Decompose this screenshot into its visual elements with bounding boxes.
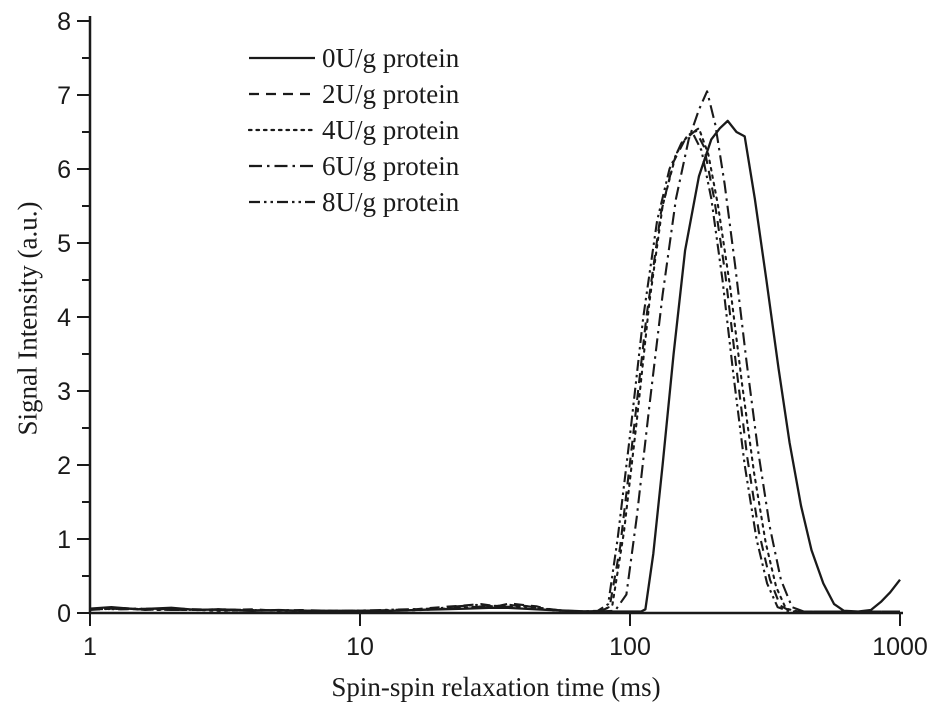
legend-line-sample-icon bbox=[248, 128, 316, 132]
y-axis-title: Signal Intensity (a.u.) bbox=[12, 201, 43, 436]
y-tick-label: 6 bbox=[57, 156, 71, 184]
legend-label: 4U/g protein bbox=[322, 114, 460, 145]
y-tick-label: 5 bbox=[57, 230, 71, 258]
legend-entry-1: 2U/g protein bbox=[248, 76, 459, 112]
y-tick-label: 7 bbox=[57, 82, 71, 110]
y-tick-label: 3 bbox=[57, 378, 71, 406]
y-tick-label: 1 bbox=[57, 526, 71, 554]
legend-line-sample-icon bbox=[249, 164, 315, 168]
series-curve-1 bbox=[89, 129, 900, 613]
legend-line-sample-icon bbox=[249, 200, 315, 204]
legend-entry-4: 8U/g protein bbox=[248, 184, 459, 220]
legend-label: 8U/g protein bbox=[322, 186, 460, 217]
legend-entry-3: 6U/g protein bbox=[248, 148, 459, 184]
x-tick-label: 1 bbox=[83, 633, 97, 661]
y-tick-label: 4 bbox=[57, 304, 71, 332]
x-tick-label: 100 bbox=[609, 633, 651, 661]
y-tick-label: 0 bbox=[57, 600, 71, 628]
x-tick-label: 10 bbox=[346, 633, 374, 661]
legend-label: 2U/g protein bbox=[322, 78, 460, 109]
legend-label: 0U/g protein bbox=[322, 42, 460, 73]
legend-label: 6U/g protein bbox=[322, 150, 460, 181]
y-tick-label: 8 bbox=[57, 8, 71, 36]
legend-entry-0: 0U/g protein bbox=[248, 40, 459, 76]
x-tick-label: 1000 bbox=[872, 633, 928, 661]
y-tick-label: 2 bbox=[57, 452, 71, 480]
legend-entry-2: 4U/g protein bbox=[248, 112, 459, 148]
series-curve-3 bbox=[89, 90, 900, 613]
x-axis-title: Spin-spin relaxation time (ms) bbox=[331, 672, 661, 702]
legend-line-sample-icon bbox=[249, 56, 315, 60]
series-curve-0 bbox=[89, 119, 901, 613]
legend: 0U/g protein 2U/g protein 4U/g protein 6U/g… bbox=[248, 40, 459, 220]
legend-line-sample-icon bbox=[249, 92, 315, 96]
series-curve-4 bbox=[89, 130, 900, 613]
